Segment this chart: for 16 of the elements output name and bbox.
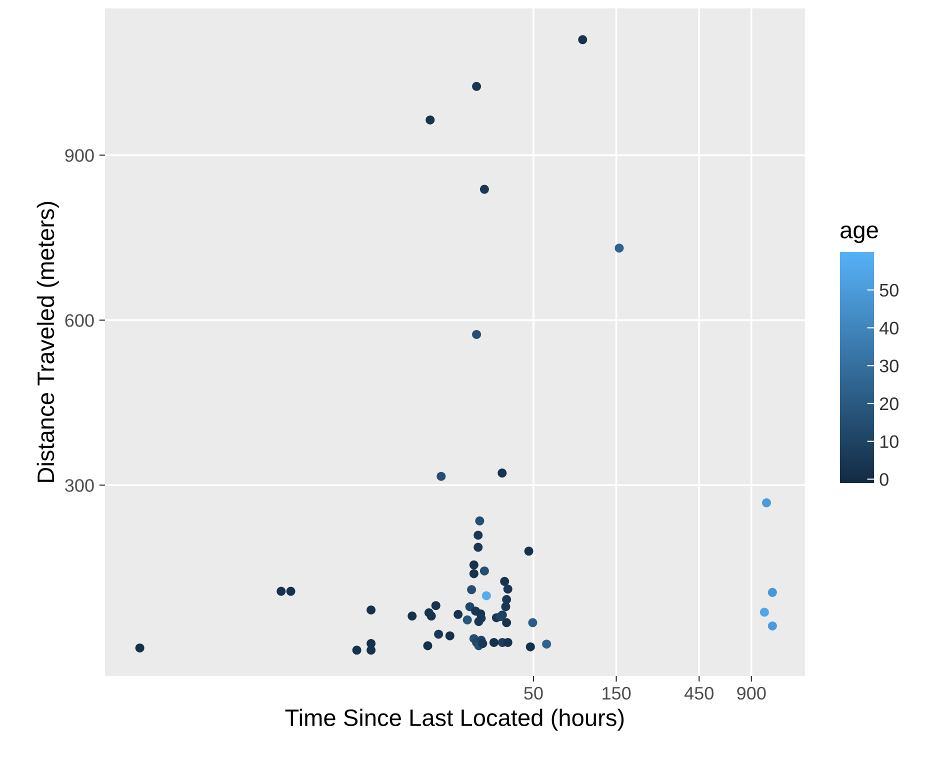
color-bar-label: 30 (880, 360, 898, 372)
x-tick-label: 450 (684, 686, 714, 700)
color-bar-label: 0 (880, 473, 888, 486)
y-tick-label: 300 (65, 479, 94, 492)
x-tick-label: 150 (602, 686, 631, 700)
x-tick-label: 50 (524, 686, 543, 700)
color-bar-label: 20 (880, 397, 898, 410)
x-tick-label: 900 (737, 686, 766, 700)
color-bar-label: 50 (880, 284, 898, 297)
color-bar-title: age (840, 225, 878, 244)
y-tick-label: 600 (65, 314, 94, 327)
y-axis-title: Distance Traveled (meters) (36, 202, 59, 482)
x-axis-title: Time Since Last Located (hours) (285, 708, 624, 731)
y-tick-label: 900 (65, 149, 94, 162)
color-bar-label: 40 (879, 322, 898, 334)
color-bar-label: 10 (880, 435, 898, 448)
